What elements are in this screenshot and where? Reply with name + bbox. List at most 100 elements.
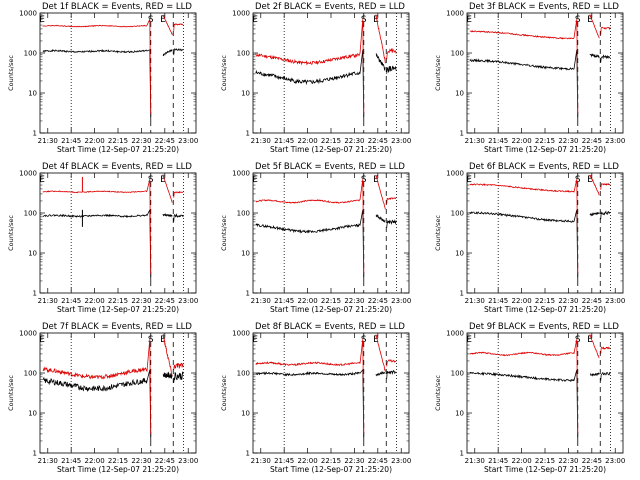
panel-title: Det 6f BLACK = Events, RED = LLD [469,162,619,172]
y-axis-label: Counts/sec [434,375,442,411]
x-tick-label: 21:30 [465,457,485,465]
x-axis-label: Start Time (12-Sep-07 21:25:20) [484,465,606,474]
event-marker-e: E [252,335,258,345]
x-axis-label: Start Time (12-Sep-07 21:25:20) [57,145,179,154]
series-events-post-saa [590,373,599,375]
series-events-post-saa [376,372,385,376]
series-events-post-saa [590,213,599,216]
y-tick-label: 10 [241,250,250,258]
x-axis-label: Start Time (12-Sep-07 21:25:20) [484,305,606,314]
series-events-line [470,210,578,281]
x-tick-label: 22:00 [84,457,104,465]
plot-frame [467,173,623,293]
x-tick-label: 22:00 [84,297,104,305]
event-marker-e: E [466,15,472,25]
panel-det-8f: Det 8f BLACK = Events, RED = LLD 1 10 100 10… [220,322,411,474]
y-tick-label: 1000 [19,10,37,18]
event-marker-e: E [252,15,258,25]
series-events-tail [387,220,396,227]
x-tick-label: 21:45 [61,457,81,465]
detector-lightcurve-figure: Det 1f BLACK = Events, RED = LLD 1 10 100 10… [0,0,640,480]
panel-det-6f: Det 6f BLACK = Events, RED = LLD 1 10 100 10… [434,162,625,314]
y-tick-label: 10 [455,410,464,418]
x-tick-label: 22:15 [535,457,555,465]
series-events-line [256,370,364,441]
y-tick-label: 10 [28,90,37,98]
x-tick-label: 22:15 [321,297,341,305]
series-events-tail [174,49,183,55]
x-tick-label: 21:45 [488,137,508,145]
x-tick-label: 22:15 [535,297,555,305]
series-lld-post-saa [163,335,172,377]
panel-title: Det 3f BLACK = Events, RED = LLD [469,2,619,12]
x-axis-label: Start Time (12-Sep-07 21:25:20) [57,305,179,314]
series-lld-line [256,339,364,434]
y-axis-label: Counts/sec [434,55,442,91]
x-tick-label: 23:00 [391,457,411,465]
event-marker-s: S [361,335,367,345]
series-lld-line [256,19,364,114]
event-marker-e: E [252,175,258,185]
y-tick-label: 1 [246,130,250,138]
x-tick-label: 21:45 [61,137,81,145]
panel-title: Det 8f BLACK = Events, RED = LLD [255,322,405,332]
panel-det-7f: Det 7f BLACK = Events, RED = LLD 1 10 100 10… [7,322,198,474]
series-events-post-saa [376,215,385,222]
x-tick-label: 22:30 [344,137,364,145]
plot-frame [40,333,196,453]
x-tick-label: 22:00 [297,457,317,465]
y-axis-label: Counts/sec [7,215,15,251]
panel-det-9f: Det 9f BLACK = Events, RED = LLD 1 10 100 10… [434,322,625,474]
y-tick-label: 10 [241,410,250,418]
x-tick-label: 22:45 [368,457,388,465]
x-tick-label: 23:00 [391,297,411,305]
series-events-line [43,50,151,121]
event-marker-e: E [466,335,472,345]
event-marker-e: E [466,175,472,185]
series-events-line [256,210,364,281]
x-tick-label: 22:45 [368,137,388,145]
x-axis-label: Start Time (12-Sep-07 21:25:20) [57,465,179,474]
y-tick-label: 100 [451,50,464,58]
y-tick-label: 1 [460,450,464,458]
series-lld-tail [174,24,183,31]
x-tick-label: 22:45 [155,457,175,465]
y-tick-label: 10 [28,250,37,258]
y-tick-label: 1000 [232,330,250,338]
series-lld-line [470,179,578,274]
panel-title: Det 9f BLACK = Events, RED = LLD [469,322,619,332]
x-tick-label: 22:45 [155,297,175,305]
x-tick-label: 21:45 [274,137,294,145]
event-marker-s: S [148,15,154,25]
plot-frame [253,173,409,293]
x-tick-label: 21:30 [251,457,271,465]
x-tick-label: 21:45 [488,297,508,305]
y-tick-label: 100 [237,210,250,218]
y-tick-label: 100 [237,50,250,58]
x-tick-label: 21:30 [38,297,58,305]
x-tick-label: 22:00 [511,457,531,465]
y-axis-label: Counts/sec [7,375,15,411]
x-tick-label: 22:45 [582,457,602,465]
y-tick-label: 100 [451,210,464,218]
x-tick-label: 22:15 [535,137,555,145]
series-events-tail [601,212,610,220]
x-tick-label: 23:00 [605,137,625,145]
series-lld-tail [601,27,610,35]
x-tick-label: 23:00 [178,457,198,465]
y-tick-label: 1 [246,450,250,458]
x-tick-label: 22:45 [368,297,388,305]
series-lld-post-saa [590,334,599,358]
x-axis-label: Start Time (12-Sep-07 21:25:20) [270,465,392,474]
series-events-post-saa [163,214,172,216]
x-tick-label: 22:30 [131,137,151,145]
y-tick-label: 1000 [232,10,250,18]
event-marker-e: E [39,175,45,185]
y-axis-label: Counts/sec [220,55,228,91]
y-tick-label: 1000 [446,10,464,18]
x-tick-label: 22:30 [558,457,578,465]
x-tick-label: 22:30 [344,457,364,465]
panel-title: Det 1f BLACK = Events, RED = LLD [42,2,192,12]
series-events-tail [601,56,610,63]
x-tick-label: 22:00 [297,137,317,145]
